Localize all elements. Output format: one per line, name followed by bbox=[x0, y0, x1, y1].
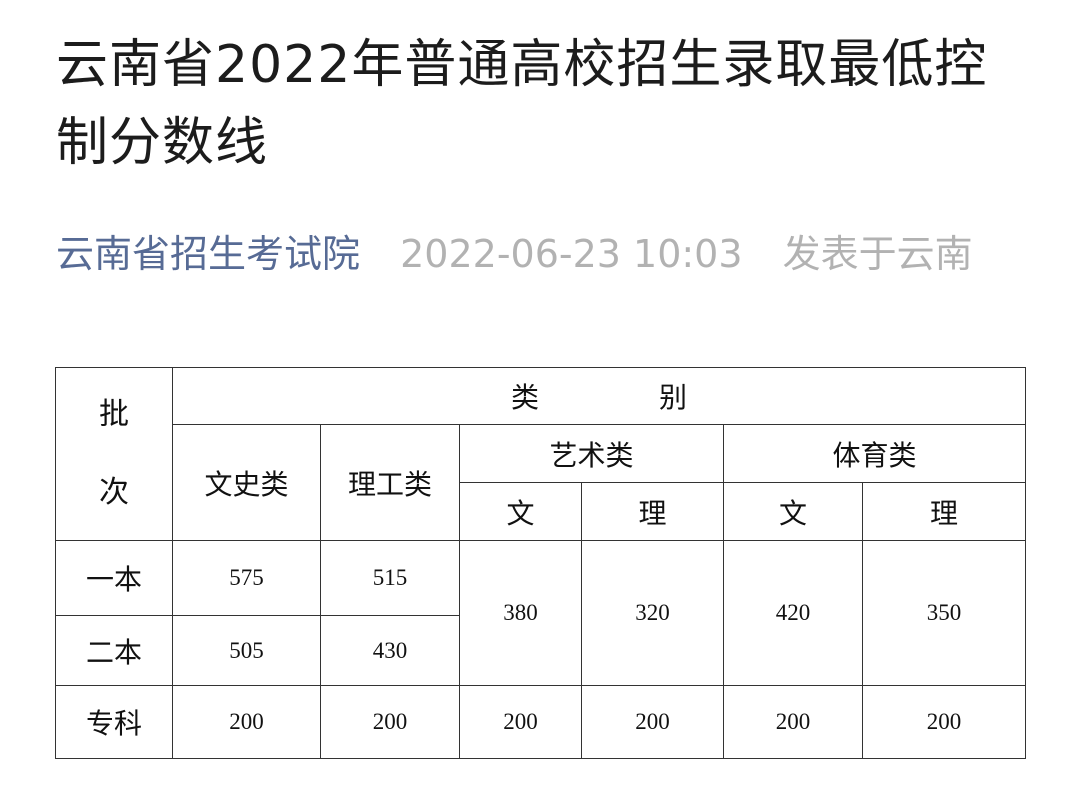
score-cell: 200 bbox=[581, 685, 724, 759]
score-cell-merged: 420 bbox=[723, 540, 863, 686]
publish-location: 发表于云南 bbox=[782, 232, 973, 276]
liberal-arts-header: 文史类 bbox=[172, 424, 321, 541]
score-cell-merged: 380 bbox=[459, 540, 582, 686]
category-header-char-1: 类 bbox=[511, 381, 540, 414]
score-cell: 200 bbox=[723, 685, 863, 759]
science-header: 理工类 bbox=[320, 424, 460, 541]
batch-label: 专科 bbox=[55, 685, 173, 759]
batch-header: 批 次 bbox=[55, 367, 173, 541]
sports-header: 体育类 bbox=[722, 424, 1027, 483]
arts-header: 艺术类 bbox=[459, 424, 724, 483]
score-cell: 430 bbox=[320, 615, 460, 686]
table-header-row-1: 批 次 类别 bbox=[55, 367, 1027, 541]
article-meta: 云南省招生考试院 2022-06-23 10:03 发表于云南 bbox=[56, 226, 973, 282]
batch-label: 二本 bbox=[55, 615, 173, 686]
score-cell: 515 bbox=[320, 540, 460, 616]
table-row: 二本 505 430 bbox=[55, 615, 1026, 686]
score-cell: 200 bbox=[320, 685, 460, 759]
score-table: 批 次 类别 文史类 理工类 艺术类 体育类 文 理 文 理 一本 575 51… bbox=[55, 367, 1027, 759]
category-header-char-2: 别 bbox=[659, 381, 688, 414]
batch-label: 一本 bbox=[55, 540, 173, 616]
table-row: 一本 575 515 380 320 420 350 bbox=[55, 540, 1027, 686]
score-cell-merged: 320 bbox=[581, 540, 724, 686]
score-cell: 200 bbox=[861, 685, 1027, 759]
arts-wen-header: 文 bbox=[459, 482, 582, 541]
batch-header-char-2: 次 bbox=[99, 475, 129, 510]
account-name-link[interactable]: 云南省招生考试院 bbox=[56, 232, 361, 276]
arts-li-header: 理 bbox=[581, 482, 724, 541]
score-cell: 200 bbox=[172, 685, 321, 759]
score-cell: 200 bbox=[459, 685, 582, 759]
article-title: 云南省2022年普通高校招生录取最低控制分数线 bbox=[56, 35, 988, 173]
sports-wen-header: 文 bbox=[723, 482, 863, 541]
category-header: 类别 bbox=[171, 367, 1027, 425]
batch-header-char-1: 批 bbox=[99, 397, 129, 432]
publish-time: 2022-06-23 10:03 bbox=[400, 232, 743, 276]
score-cell: 505 bbox=[172, 615, 321, 686]
table-row: 专科 200 200 200 200 200 200 bbox=[55, 685, 1027, 759]
score-cell: 575 bbox=[172, 540, 321, 616]
table-header-row-2: 文史类 理工类 艺术类 体育类 bbox=[56, 424, 1027, 541]
sports-li-header: 理 bbox=[861, 482, 1027, 541]
score-cell-merged: 350 bbox=[861, 540, 1027, 686]
